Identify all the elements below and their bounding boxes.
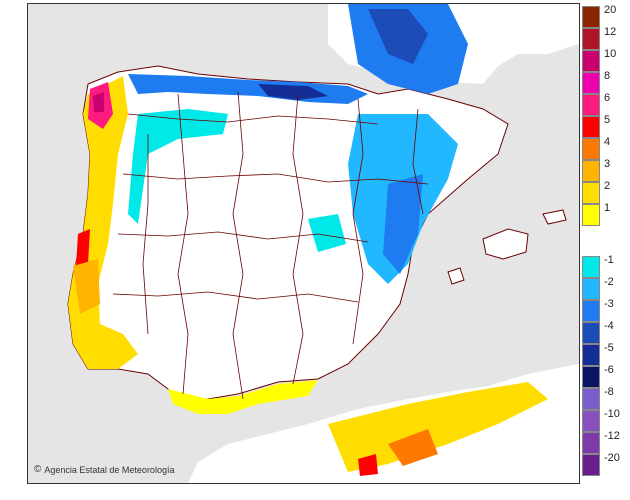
legend-label-pos-0: 20 — [604, 4, 617, 16]
legend-label-pos-1: 12 — [604, 26, 617, 38]
legend-swatch-pos-6 — [582, 138, 600, 160]
legend-label-neg-6: -8 — [604, 386, 614, 398]
legend-label-neg-7: -10 — [604, 408, 620, 420]
legend-swatch-neg-4 — [582, 344, 600, 366]
legend-label-neg-5: -6 — [604, 364, 614, 376]
menorca — [542, 209, 567, 225]
anomaly-galicia-core — [93, 92, 104, 112]
legend-swatch-neg-0 — [582, 256, 600, 278]
legend-swatch-pos-7 — [582, 160, 600, 182]
legend-swatch-neg-7 — [582, 410, 600, 432]
legend-swatch-pos-2 — [582, 50, 600, 72]
anomaly-africa-red — [358, 454, 378, 476]
anomaly-north-core — [258, 84, 328, 100]
legend-swatch-neg-6 — [582, 388, 600, 410]
legend-label-neg-1: -2 — [604, 276, 614, 288]
legend-swatch-pos-4 — [582, 94, 600, 116]
anomaly-africa — [328, 382, 548, 472]
legend-swatch-neg-9 — [582, 454, 600, 476]
anomaly-africa-hot — [388, 429, 438, 466]
mallorca — [482, 228, 529, 260]
copyright-icon: © — [34, 464, 42, 475]
legend-label-pos-4: 6 — [604, 92, 611, 104]
legend-label-pos-5: 5 — [604, 114, 611, 126]
legend-swatch-neg-1 — [582, 278, 600, 300]
legend-label-neg-8: -12 — [604, 430, 620, 442]
legend-label-pos-9: 1 — [604, 202, 611, 214]
anomaly-portugal-center — [76, 229, 90, 266]
legend-label-pos-3: 8 — [604, 70, 611, 82]
legend-swatch-pos-3 — [582, 72, 600, 94]
legend-swatch-pos-9 — [582, 204, 600, 226]
legend-swatch-neg-2 — [582, 300, 600, 322]
legend-swatch-pos-8 — [582, 182, 600, 204]
anomaly-cyan-patches — [128, 109, 228, 224]
anomaly-valencia — [383, 174, 423, 274]
legend-swatch-pos-5 — [582, 116, 600, 138]
legend-label-pos-6: 4 — [604, 136, 611, 148]
legend-label-neg-2: -3 — [604, 298, 614, 310]
legend-label-neg-3: -4 — [604, 320, 614, 332]
legend-label-pos-8: 2 — [604, 180, 611, 192]
legend-swatch-pos-0 — [582, 6, 600, 28]
credit-line: © Agencia Estatal de Meteorología — [34, 464, 174, 475]
legend-swatch-pos-1 — [582, 28, 600, 50]
legend-swatch-neg-3 — [582, 322, 600, 344]
legend-label-pos-7: 3 — [604, 158, 611, 170]
legend-label-pos-2: 10 — [604, 48, 617, 60]
legend-label-neg-0: -1 — [604, 254, 614, 266]
anomaly-map — [27, 3, 580, 484]
color-legend: 20 12 10 8 6 5 4 3 2 1 -1 -2 -3 -4 -5 -6 -8 -10 -12 -20 — [582, 4, 630, 480]
province-borders — [112, 91, 429, 400]
anomaly-portugal-south — [73, 259, 100, 314]
anomaly-gulf-core — [368, 9, 428, 64]
legend-label-neg-9: -20 — [604, 452, 620, 464]
ibiza — [447, 267, 465, 285]
anomaly-center-cyan — [308, 214, 346, 252]
credit-text: Agencia Estatal de Meteorología — [44, 464, 175, 475]
legend-swatch-neg-5 — [582, 366, 600, 388]
legend-swatch-neg-8 — [582, 432, 600, 454]
legend-label-neg-4: -5 — [604, 342, 614, 354]
